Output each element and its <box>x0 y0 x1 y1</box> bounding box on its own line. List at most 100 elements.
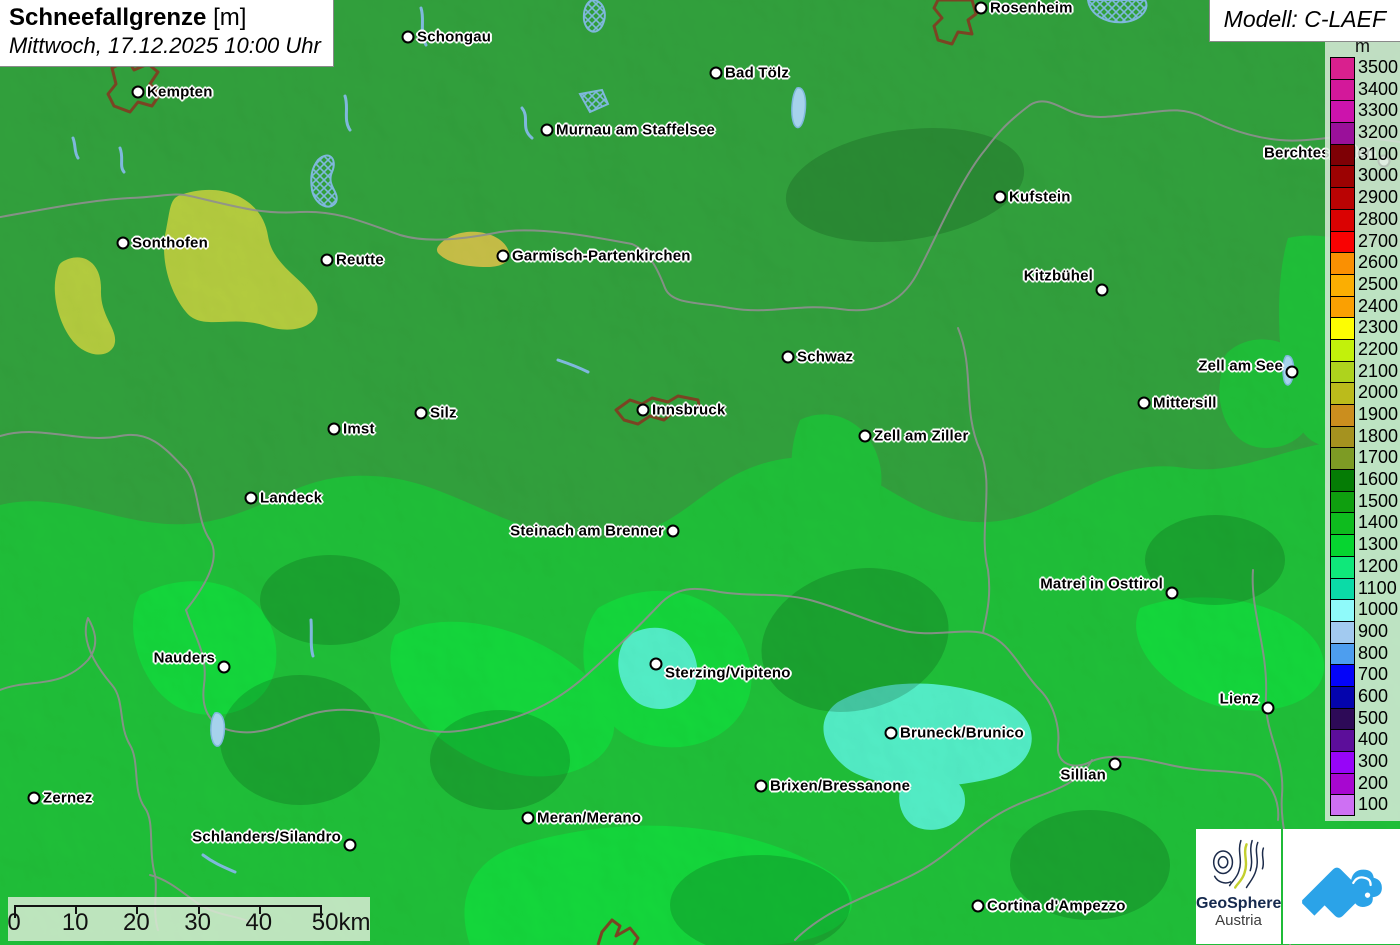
legend-swatch <box>1330 642 1355 665</box>
legend-value: 3100 <box>1358 143 1399 164</box>
city-label: Imst <box>343 420 375 438</box>
legend-row: 1200 <box>1325 555 1400 578</box>
legend-swatch <box>1330 469 1355 491</box>
city-label: Innsbruck <box>652 401 726 419</box>
geosphere-contour-icon <box>1212 839 1264 889</box>
legend-row: 1700 <box>1325 447 1400 470</box>
legend-value: 3500 <box>1358 57 1399 77</box>
city-label: Cortina d'Ampezzo <box>987 897 1126 915</box>
legend-swatch <box>1330 751 1355 773</box>
geosphere-wordmark: GeoSphere <box>1196 895 1282 912</box>
legend-row: 2300 <box>1325 317 1400 339</box>
city-label: Meran/Merano <box>537 809 642 827</box>
legend-swatch <box>1330 620 1355 643</box>
legend-swatch <box>1330 794 1355 817</box>
legend-swatch <box>1330 404 1355 426</box>
legend-value: 3000 <box>1358 165 1399 186</box>
lake-reschensee <box>210 712 226 747</box>
legend-row: 3000 <box>1325 165 1400 188</box>
scale-bar-tick <box>197 905 200 914</box>
city-marker-dot <box>1095 283 1109 297</box>
legend-value: 700 <box>1358 664 1389 685</box>
legend-value: 1700 <box>1358 447 1399 468</box>
city-marker-dot <box>244 491 258 505</box>
legend-swatch <box>1330 772 1355 795</box>
legend-row: 2200 <box>1325 338 1400 361</box>
city-marker-dot <box>521 811 535 825</box>
legend-value: 2900 <box>1358 187 1399 208</box>
legend-swatch <box>1330 664 1355 686</box>
legend-value: 2700 <box>1358 230 1399 251</box>
legend-value: 1600 <box>1358 469 1399 490</box>
model-label: Modell: C-LAEF <box>1208 0 1400 42</box>
legend-swatch <box>1330 599 1355 621</box>
legend-swatch <box>1330 252 1355 274</box>
city-marker-dot <box>27 791 41 805</box>
legend-value: 1500 <box>1358 490 1399 511</box>
city-marker-dot <box>1285 365 1299 379</box>
city-label: Schlanders/Silandro <box>192 828 341 846</box>
legend-row: 2700 <box>1325 230 1400 253</box>
legend-swatch <box>1330 382 1355 404</box>
scale-bar-tick <box>320 905 322 918</box>
legend-row: 200 <box>1325 772 1400 795</box>
legend-row: 2800 <box>1325 208 1400 231</box>
scale-bar-label: 30 <box>184 909 211 936</box>
legend-swatch <box>1330 338 1355 361</box>
city-marker-dot <box>217 660 231 674</box>
legend-row: 3200 <box>1325 122 1400 144</box>
scale-bar-label: 20 <box>123 909 150 936</box>
scale-bar-label: 50km <box>311 909 371 936</box>
lake-walchensee <box>578 88 610 114</box>
color-scale-legend: m 3500 3400 3300 3200 3100 3000 2900 2800 2700 26… <box>1325 35 1400 822</box>
legend-row: 3100 <box>1325 143 1400 166</box>
legend-row: 1000 <box>1325 599 1400 621</box>
legend-row: 2500 <box>1325 273 1400 296</box>
legend-row: 1800 <box>1325 425 1400 448</box>
legend-swatch <box>1330 122 1355 144</box>
city-label: Garmisch-Partenkirchen <box>512 247 691 265</box>
scale-bar-label: 10 <box>61 909 89 936</box>
city-label: Brixen/Bressanone <box>770 777 911 795</box>
city-label: Zell am Ziller <box>874 427 969 445</box>
city-marker-dot <box>974 1 988 15</box>
legend-value: 2600 <box>1358 252 1399 273</box>
legend-row: 900 <box>1325 620 1400 643</box>
legend-swatch <box>1330 295 1355 318</box>
city-marker-dot <box>540 123 554 137</box>
legend-value: 800 <box>1358 642 1389 663</box>
geosphere-austria-logo: GeoSphere Austria <box>1196 829 1281 944</box>
legend-row: 1500 <box>1325 490 1400 513</box>
city-label: Schwaz <box>797 348 854 366</box>
legend-value: 2500 <box>1358 273 1399 294</box>
city-marker-dot <box>636 403 650 417</box>
legend-row: 1400 <box>1325 512 1400 535</box>
lake-chiemsee <box>1086 0 1148 24</box>
city-marker-dot <box>131 85 145 99</box>
legend-value: 1300 <box>1358 534 1399 555</box>
city-marker-dot <box>781 350 795 364</box>
legend-row: 1300 <box>1325 534 1400 556</box>
city-marker-dot <box>971 899 985 913</box>
legend-row: 400 <box>1325 729 1400 751</box>
legend-row: 2100 <box>1325 360 1400 383</box>
scale-bar-label: 40 <box>245 909 273 936</box>
city-marker-dot <box>754 779 768 793</box>
lake-ammersee <box>582 0 606 33</box>
city-marker-dot <box>496 249 510 263</box>
city-marker-dot <box>666 524 680 538</box>
legend-swatch <box>1330 165 1355 188</box>
legend-value: 100 <box>1358 794 1389 815</box>
legend-swatch <box>1330 490 1355 513</box>
city-label: Rosenheim <box>990 0 1073 17</box>
legend-value: 1800 <box>1358 425 1399 446</box>
city-marker-dot <box>884 726 898 740</box>
city-label: Sterzing/Vipiteno <box>665 664 791 682</box>
city-label: Sillian <box>1060 766 1106 784</box>
city-label: Matrei in Osttirol <box>1040 575 1163 593</box>
legend-row: 2600 <box>1325 252 1400 274</box>
scale-bar-line <box>14 905 322 907</box>
legend-swatch <box>1330 534 1355 556</box>
